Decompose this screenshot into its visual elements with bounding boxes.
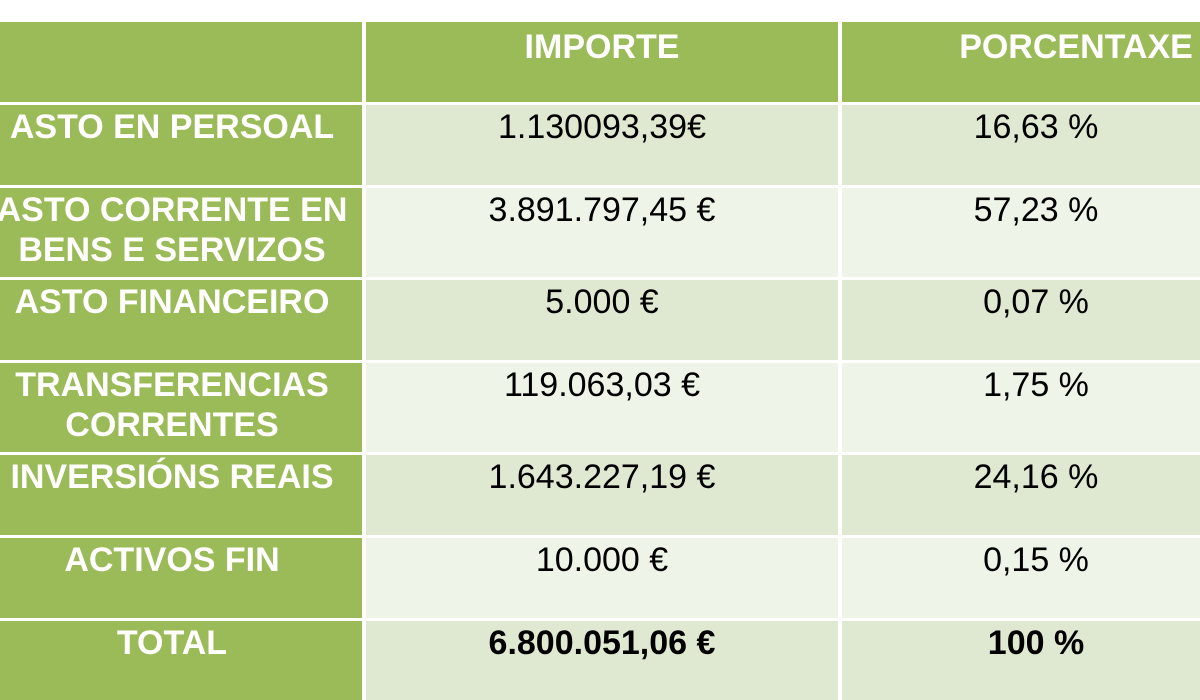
row-importe-inversions: 1.643.227,19 € [366, 455, 838, 535]
row-porcentaxe-activos: 0,15 % [842, 538, 1200, 618]
row-porcentaxe-bens-servizos: 57,23 % [842, 188, 1200, 277]
row-porcentaxe-persoal: 16,63 % [842, 105, 1200, 185]
row-label-transferencias: TRANSFERENCIAS CORRENTES [0, 363, 362, 452]
row-importe-persoal: 1.130093,39€ [366, 105, 838, 185]
header-blank-cell [0, 22, 362, 102]
row-label-persoal: ASTO EN PERSOAL [0, 105, 362, 185]
header-importe: IMPORTE [366, 22, 838, 102]
header-porcentaxe: PORCENTAXE [842, 22, 1200, 102]
row-porcentaxe-financeiro: 0,07 % [842, 280, 1200, 360]
row-importe-activos: 10.000 € [366, 538, 838, 618]
total-importe: 6.800.051,06 € [366, 621, 838, 700]
row-importe-financeiro: 5.000 € [366, 280, 838, 360]
row-porcentaxe-transferencias: 1,75 % [842, 363, 1200, 452]
total-porcentaxe: 100 % [842, 621, 1200, 700]
row-label-activos: ACTIVOS FIN [0, 538, 362, 618]
budget-table: IMPORTE PORCENTAXE ASTO EN PERSOAL 1.130… [0, 22, 1200, 700]
row-label-bens-servizos: ASTO CORRENTE EN BENS E SERVIZOS [0, 188, 362, 277]
row-porcentaxe-inversions: 24,16 % [842, 455, 1200, 535]
row-label-financeiro: ASTO FINANCEIRO [0, 280, 362, 360]
row-importe-bens-servizos: 3.891.797,45 € [366, 188, 838, 277]
row-label-inversions: INVERSIÓNS REAIS [0, 455, 362, 535]
total-label: TOTAL [0, 621, 362, 700]
row-importe-transferencias: 119.063,03 € [366, 363, 838, 452]
